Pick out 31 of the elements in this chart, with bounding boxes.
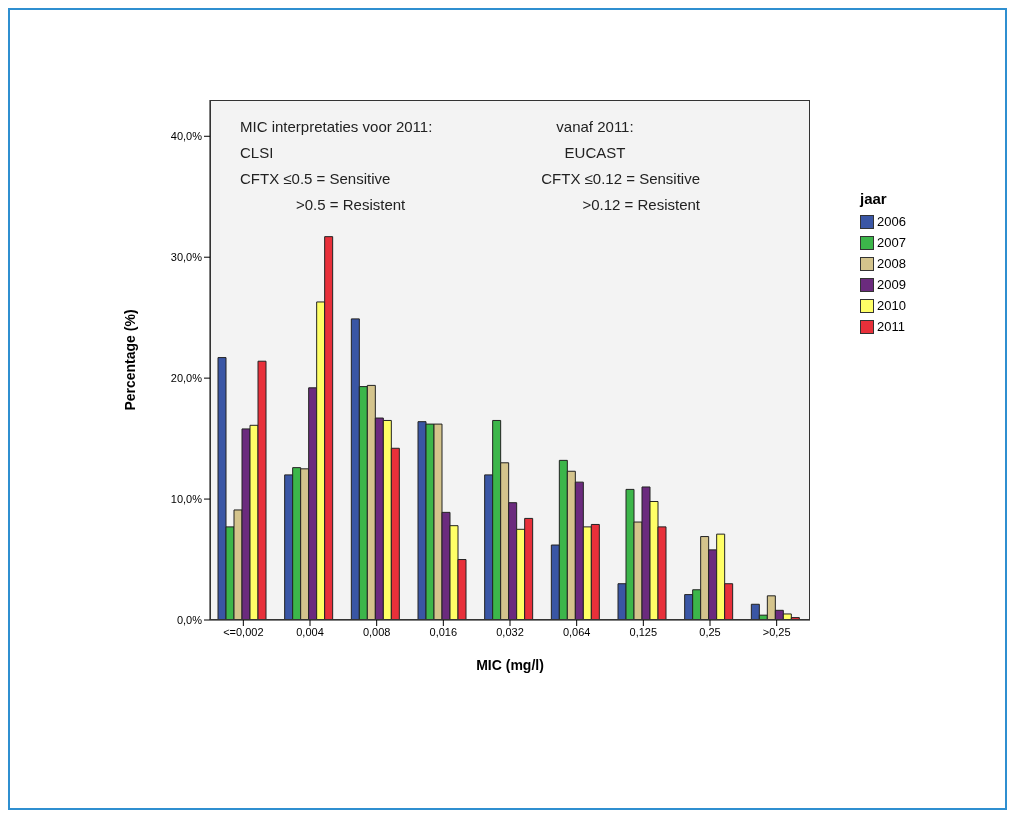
annotation: CLSI <box>240 143 275 163</box>
x-tick-label: <=0,002 <box>223 625 264 638</box>
annotation: vanaf 2011: <box>555 117 635 137</box>
y-tick-label: 10,0% <box>170 492 203 505</box>
x-axis-title: MIC (mg/l) <box>476 657 544 673</box>
legend-label: 2010 <box>877 298 906 313</box>
x-tick-label: 0,125 <box>629 625 658 638</box>
y-tick-label: 0,0% <box>176 613 203 626</box>
x-tick-label: 0,016 <box>429 625 458 638</box>
x-tick-label: 0,004 <box>296 625 324 638</box>
y-tick-label: 40,0% <box>170 130 203 143</box>
legend-label: 2011 <box>877 319 905 334</box>
y-axis-title: Percentage (%) <box>121 309 138 411</box>
y-tick-label: 20,0% <box>170 372 203 385</box>
annotation: MIC interpretaties voor 2011: <box>240 117 433 137</box>
x-tick-label: 0,032 <box>496 625 524 638</box>
legend-label: 2007 <box>877 235 906 250</box>
x-tick-label: 0,25 <box>699 625 721 638</box>
legend-label: 2006 <box>877 214 906 229</box>
y-tick-label: 30,0% <box>170 251 203 264</box>
annotation: EUCAST <box>563 143 627 163</box>
x-tick-label: 0,064 <box>562 625 591 638</box>
annotation: CFTX ≤0.5 = Sensitive <box>240 169 392 189</box>
legend-label: 2008 <box>877 256 906 271</box>
legend-title: jaar <box>860 190 888 207</box>
annotation: >0.12 = Resistent <box>581 195 700 215</box>
x-tick-label: 0,008 <box>362 625 391 638</box>
annotation: >0.5 = Resistent <box>295 195 407 215</box>
x-tick-label: >0,25 <box>762 625 791 638</box>
legend-label: 2009 <box>877 277 906 292</box>
annotation: CFTX ≤0.12 = Sensitive <box>540 169 700 189</box>
